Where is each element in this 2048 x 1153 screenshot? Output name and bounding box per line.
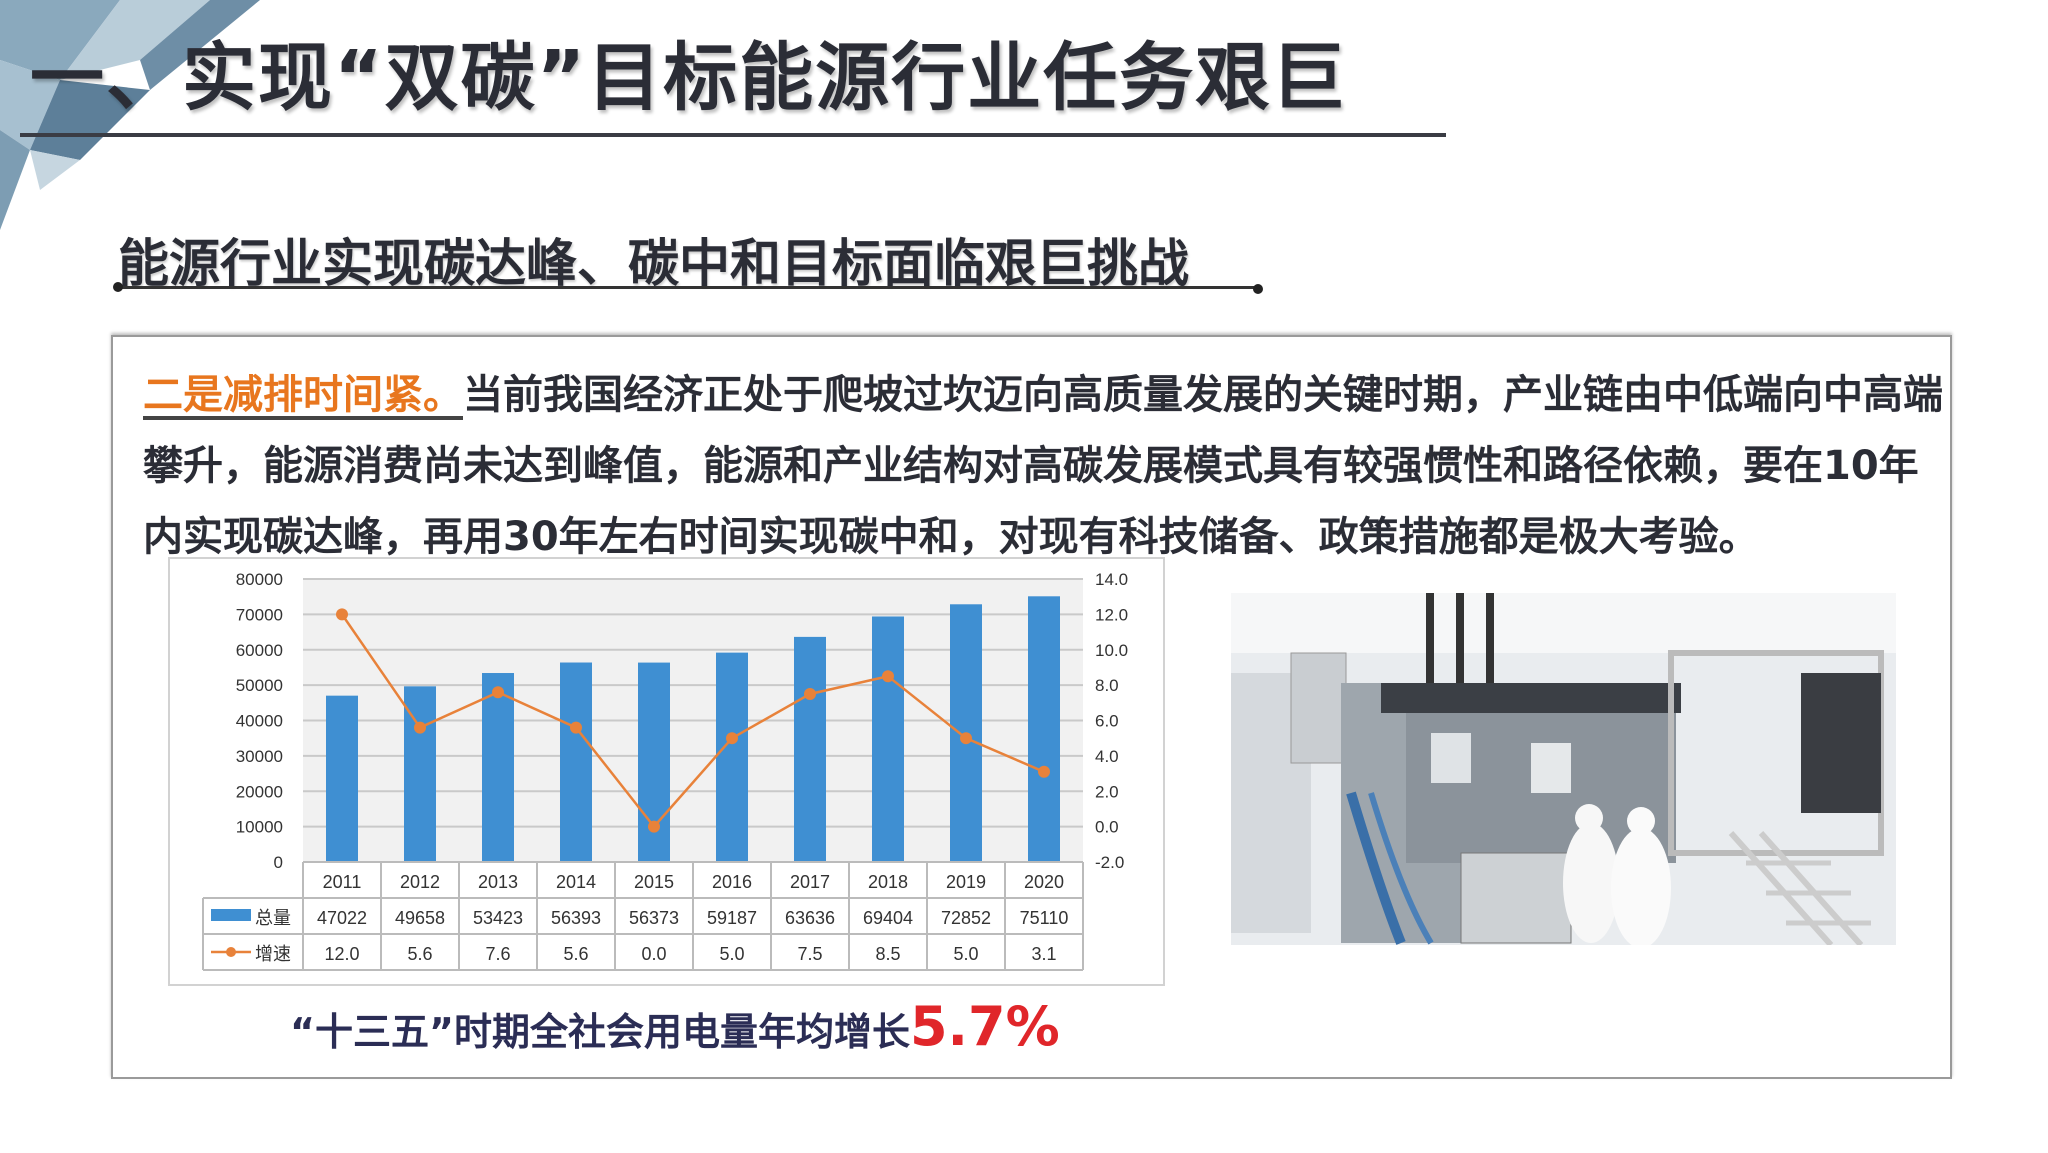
slide-title: 一、实现“双碳”目标能源行业任务艰巨: [30, 35, 1348, 121]
growth-point-2015: [648, 820, 660, 833]
table-cell-total: 72852: [941, 908, 991, 928]
left-axis-tick: 70000: [236, 605, 283, 624]
body-paragraph: 二是减排时间紧。当前我国经济正处于爬坡过坎迈向高质量发展的关键时期，产业链由中低…: [143, 360, 1943, 573]
legend-growth-label: 增速: [255, 944, 291, 965]
underline-dot-right: [1253, 284, 1263, 294]
growth-point-2016: [726, 732, 738, 745]
table-cell-growth: 3.1: [1031, 944, 1056, 964]
decorative-polygons: [0, 0, 260, 230]
growth-point-2014: [570, 721, 582, 734]
bar-2017: [794, 636, 826, 862]
table-cell-growth: 5.6: [563, 944, 588, 964]
legend-bar-swatch: [211, 909, 251, 921]
table-cell-total: 75110: [1020, 908, 1069, 928]
chart-caption: “十三五”时期全社会用电量年均增长5.7%: [290, 995, 1060, 1058]
table-cell-total: 47022: [317, 908, 367, 928]
category-label: 2013: [478, 872, 518, 892]
right-axis-tick: 2.0: [1095, 782, 1119, 801]
right-axis-tick: 0.0: [1095, 818, 1119, 837]
category-label: 2014: [556, 872, 596, 892]
table-cell-growth: 7.5: [797, 944, 822, 964]
subtitle-underline: [118, 286, 1258, 289]
growth-line: [340, 613, 1045, 829]
growth-point-2020: [1038, 765, 1050, 778]
bar-2011: [326, 695, 358, 862]
category-label: 2016: [712, 872, 752, 892]
title-underline: [20, 133, 1446, 137]
right-axis-tick: 8.0: [1095, 676, 1119, 695]
bar-2012: [404, 686, 436, 862]
left-axis-tick: 20000: [236, 782, 283, 801]
underline-dot-left: [113, 282, 123, 292]
category-label: 2018: [868, 872, 908, 892]
cleanroom-machinery-photo: [1231, 593, 1896, 945]
chart-container: 0 10000 20000 30000 40000 50000 60000 70000 8000…: [168, 557, 1165, 986]
left-axis-tick: 50000: [236, 676, 283, 695]
table-cell-total: 63636: [785, 908, 835, 928]
table-cell-total: 56393: [551, 908, 601, 928]
table-cell-total: 56373: [629, 908, 679, 928]
growth-point-2013: [492, 686, 504, 699]
caption-text: “十三五”时期全社会用电量年均增长: [290, 1010, 910, 1054]
category-label: 2020: [1024, 872, 1064, 892]
left-axis-tick: 80000: [236, 570, 283, 589]
growth-point-2017: [804, 687, 816, 700]
right-axis-tick: 6.0: [1095, 712, 1119, 731]
table-cell-growth: 5.0: [953, 944, 978, 964]
table-cell-growth: 5.0: [719, 944, 744, 964]
bar-2016: [716, 652, 748, 862]
category-label: 2012: [400, 872, 440, 892]
paragraph-highlight: 二是减排时间紧。: [143, 372, 463, 418]
table-cell-total: 49658: [395, 908, 445, 928]
category-label: 2019: [946, 872, 986, 892]
bar-2014: [560, 662, 592, 862]
caption-value: 5.7%: [909, 995, 1060, 1058]
bar-2018: [872, 616, 904, 862]
table-cell-growth: 12.0: [324, 944, 359, 964]
table-cell-total: 53423: [473, 908, 523, 928]
legend-total-label: 总量: [255, 908, 291, 929]
growth-point-2019: [960, 732, 972, 745]
table-cell-total: 69404: [863, 908, 913, 928]
table-cell-total: 59187: [707, 908, 757, 928]
table-cell-growth: 8.5: [875, 944, 900, 964]
table-cell-growth: 7.6: [485, 944, 510, 964]
growth-point-2012: [414, 721, 426, 734]
right-axis-tick: 4.0: [1095, 747, 1119, 766]
left-axis-tick: 40000: [236, 712, 283, 731]
growth-point-2018: [882, 670, 894, 683]
category-label: 2017: [790, 872, 830, 892]
electricity-chart: 0 10000 20000 30000 40000 50000 60000 70000 8000…: [202, 570, 1128, 971]
content-box: [111, 335, 1952, 1079]
left-axis-tick: 60000: [236, 641, 283, 660]
legend-line-marker: [226, 947, 236, 957]
bar-2013: [482, 673, 514, 862]
right-axis-tick: 10.0: [1095, 641, 1128, 660]
left-axis-tick: 0: [274, 853, 283, 872]
right-axis-tick: 12.0: [1095, 605, 1128, 624]
table-cell-growth: 0.0: [641, 944, 666, 964]
category-label: 2011: [323, 872, 362, 892]
slide-subtitle: 能源行业实现碳达峰、碳中和目标面临艰巨挑战: [118, 235, 1190, 294]
growth-point-2011: [336, 608, 348, 621]
right-axis-tick: -2.0: [1095, 853, 1124, 872]
paragraph-text: 当前我国经济正处于爬坡过坎迈向高质量发展的关键时期，产业链由中低端向中高端攀升，…: [143, 372, 1943, 560]
bar-2020: [1028, 596, 1060, 862]
right-axis-tick: 14.0: [1095, 570, 1128, 589]
category-label: 2015: [634, 872, 674, 892]
table-cell-growth: 5.6: [407, 944, 432, 964]
left-axis-tick: 10000: [236, 818, 283, 837]
left-axis-tick: 30000: [236, 747, 283, 766]
